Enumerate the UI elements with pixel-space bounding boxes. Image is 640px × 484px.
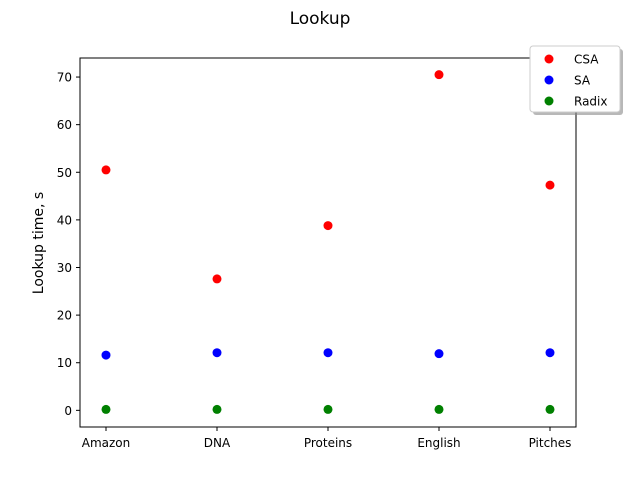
data-point-radix	[323, 404, 333, 414]
data-point-sa	[101, 350, 111, 360]
data-point-radix	[212, 404, 222, 414]
y-tick-label: 10	[57, 356, 72, 370]
axes-frame	[79, 57, 577, 428]
y-tick-label: 60	[57, 118, 72, 132]
chart-title: Lookup	[290, 9, 351, 29]
x-tick-label: English	[417, 436, 460, 450]
legend-marker-sa	[544, 75, 554, 85]
data-point-radix	[545, 404, 555, 414]
x-tick-label: DNA	[204, 436, 231, 450]
legend-label-csa: CSA	[574, 53, 599, 67]
data-point-sa	[212, 348, 222, 358]
legend-marker-radix	[544, 96, 554, 106]
y-tick-label: 50	[57, 166, 72, 180]
y-axis-label: Lookup time, s	[31, 192, 47, 294]
legend-box	[529, 45, 621, 113]
data-point-csa	[323, 221, 333, 231]
data-point-radix	[101, 404, 111, 414]
data-point-sa	[323, 348, 333, 358]
legend-label-radix: Radix	[574, 95, 607, 109]
y-tick-label: 70	[57, 71, 72, 85]
legend-label-sa: SA	[574, 74, 591, 88]
plot-area: 0 10 20 30 40 50 60 70 Amazon DNA Proteins English P…	[57, 57, 577, 450]
y-tick-label: 30	[57, 261, 72, 275]
data-point-csa	[545, 180, 555, 190]
x-tick-label: Pitches	[529, 436, 572, 450]
data-point-sa	[545, 348, 555, 358]
x-tick-label: Amazon	[82, 436, 131, 450]
data-point-csa	[101, 165, 111, 175]
y-tick-label: 40	[57, 213, 72, 227]
y-tick-label: 0	[64, 404, 72, 418]
legend: CSA SA Radix	[529, 45, 623, 115]
y-tick-label: 20	[57, 309, 72, 323]
legend-marker-csa	[544, 54, 554, 64]
data-point-sa	[434, 349, 444, 359]
data-point-radix	[434, 404, 444, 414]
data-point-csa	[434, 70, 444, 80]
x-tick-label: Proteins	[304, 436, 352, 450]
data-point-csa	[212, 274, 222, 284]
